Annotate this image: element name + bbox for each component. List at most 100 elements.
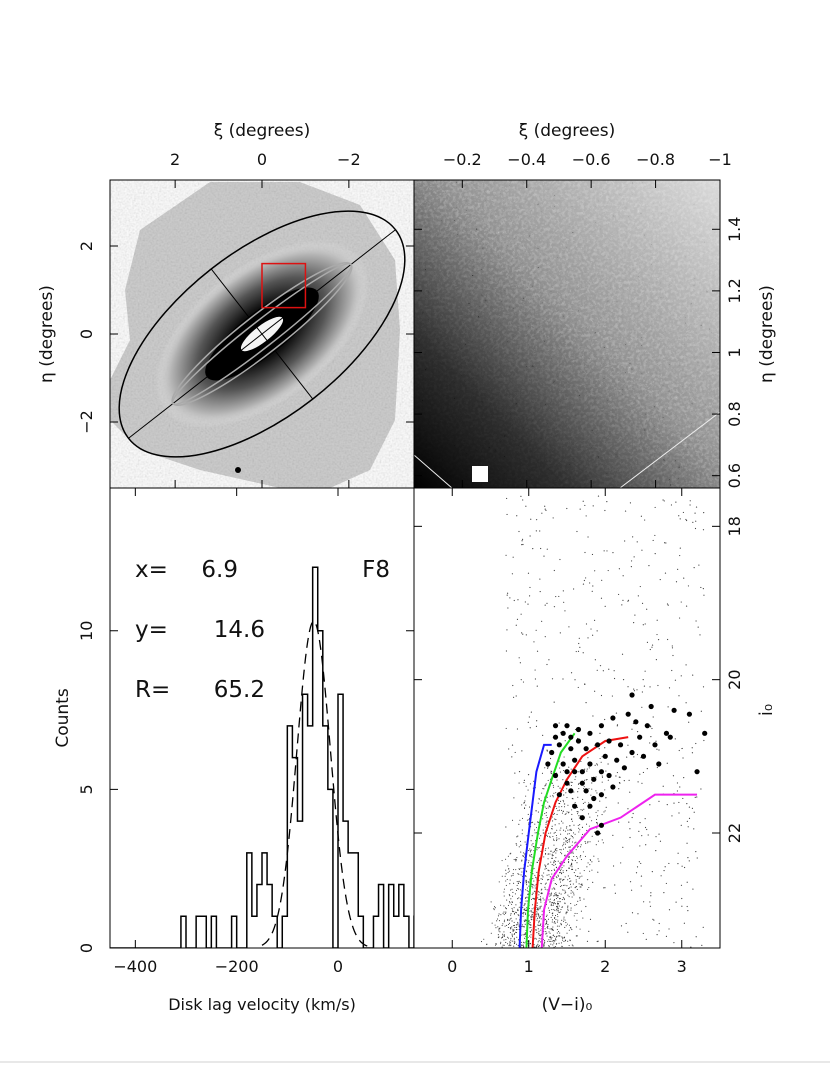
candidate-star xyxy=(572,757,578,763)
tl-ytick-label: 2 xyxy=(77,241,96,251)
tr-ytick-label: 1 xyxy=(725,347,744,357)
annot-x-value: 6.9 xyxy=(201,557,238,583)
tl-ytick-label: −2 xyxy=(77,410,96,434)
candidate-star xyxy=(560,761,566,767)
candidate-star xyxy=(629,749,635,756)
candidate-star xyxy=(591,795,597,802)
candidate-star xyxy=(602,753,608,759)
br-axes: 0 1 2 3 18 20 22 xyxy=(414,488,744,976)
tr-top-axis-title: ξ (degrees) xyxy=(519,121,616,141)
candidate-star xyxy=(667,734,673,740)
candidate-star xyxy=(652,742,658,748)
tr-axes: −0.2 −0.4 −0.6 −0.8 −1 0.6 0.8 1 1.2 1.4 xyxy=(414,150,744,488)
isochrone-green xyxy=(525,732,576,948)
candidate-star xyxy=(598,723,605,729)
candidate-star xyxy=(564,723,570,729)
inner-disk-ellipse xyxy=(171,262,353,406)
candidate-star xyxy=(663,730,670,736)
bright-pixel xyxy=(472,466,488,482)
bl-x-axis-title: Disk lag velocity (km/s) xyxy=(168,995,356,1014)
candidate-star xyxy=(694,769,700,775)
candidate-star xyxy=(556,792,562,798)
tr-ytick-label: 0.8 xyxy=(725,401,744,426)
field-star-dots xyxy=(480,495,705,948)
candidate-star xyxy=(545,761,551,767)
candidate-star xyxy=(614,757,620,763)
tl-xtick-label: 2 xyxy=(170,150,180,169)
annot-y-label: y= xyxy=(135,617,168,643)
candidate-star xyxy=(587,761,593,767)
gaussian-fit-curve xyxy=(261,620,369,948)
candidate-star xyxy=(595,742,601,748)
br-xtick-label: 1 xyxy=(524,957,534,976)
br-background xyxy=(414,488,720,948)
candidate-star xyxy=(564,769,570,775)
zoom-image-panel xyxy=(414,180,720,488)
candidate-star xyxy=(640,753,647,759)
candidate-star xyxy=(610,715,616,721)
candidate-star xyxy=(671,707,677,713)
isochrone-magenta xyxy=(540,793,698,948)
bl-ytick-label: 5 xyxy=(77,784,96,794)
tl-ytick-label: 0 xyxy=(77,329,96,339)
candidate-star xyxy=(606,738,612,744)
candidate-star xyxy=(621,765,627,771)
cmd-plot xyxy=(480,495,708,948)
candidate-star xyxy=(610,784,616,790)
tr-y-axis-title: η (degrees) xyxy=(757,285,777,383)
tr-ytick-label: 0.6 xyxy=(725,463,744,488)
tl-axes: 2 0 −2 2 0 −2 xyxy=(77,150,414,488)
br-x-axis-title: (V−i)₀ xyxy=(542,995,593,1015)
candidate-star xyxy=(583,746,589,752)
candidate-star xyxy=(656,761,662,767)
candidate-star xyxy=(598,769,605,775)
histogram-plot xyxy=(110,566,414,948)
candidate-star xyxy=(575,726,582,733)
histogram-steps xyxy=(110,566,414,948)
candidate-star xyxy=(549,749,555,756)
tr-xtick-label: −0.6 xyxy=(572,150,611,169)
field-star xyxy=(235,467,241,473)
bl-y-axis-title: Counts xyxy=(53,688,73,747)
candidate-star xyxy=(686,711,693,717)
candidate-star xyxy=(572,769,578,775)
bl-ytick-label: 0 xyxy=(77,943,96,953)
tl-overlay xyxy=(118,210,406,458)
candidate-star xyxy=(595,830,601,836)
bl-xtick-label: −400 xyxy=(113,957,157,976)
candidate-star xyxy=(587,730,593,736)
annot-field: F8 xyxy=(362,557,390,583)
tr-ellipse-line-a xyxy=(414,454,453,488)
candidate-star xyxy=(579,815,585,821)
tl-xtick-label: 0 xyxy=(257,150,267,169)
candidate-star xyxy=(568,734,574,740)
annot-r-label: R= xyxy=(135,677,170,703)
br-y-axis-title: i₀ xyxy=(756,704,777,716)
candidate-star xyxy=(625,711,631,717)
tr-xtick-label: −0.4 xyxy=(507,150,546,169)
candidate-star xyxy=(598,822,605,828)
candidate-star xyxy=(644,723,650,729)
candidate-star xyxy=(552,734,559,740)
bl-xtick-label: 0 xyxy=(333,957,343,976)
tr-xtick-label: −0.8 xyxy=(636,150,675,169)
candidate-star xyxy=(591,776,597,782)
candidate-star xyxy=(583,788,589,794)
bl-ytick-label: 10 xyxy=(77,621,96,641)
candidate-star xyxy=(648,703,654,710)
annot-x-label: x= xyxy=(135,557,168,583)
candidate-star xyxy=(572,803,578,809)
tr-pixel-noise xyxy=(414,180,720,488)
minor-axis-line xyxy=(210,268,314,400)
candidate-star xyxy=(633,719,639,725)
candidate-star xyxy=(637,734,643,740)
candidate-star xyxy=(702,730,708,736)
br-xtick-label: 3 xyxy=(677,957,687,976)
tr-ytick-label: 1.4 xyxy=(725,217,744,242)
tr-xtick-label: −0.2 xyxy=(443,150,482,169)
tl-top-axis-title: ξ (degrees) xyxy=(214,121,311,141)
candidate-star xyxy=(617,742,624,748)
candidate-star xyxy=(579,769,585,775)
candidate-star xyxy=(629,692,635,698)
